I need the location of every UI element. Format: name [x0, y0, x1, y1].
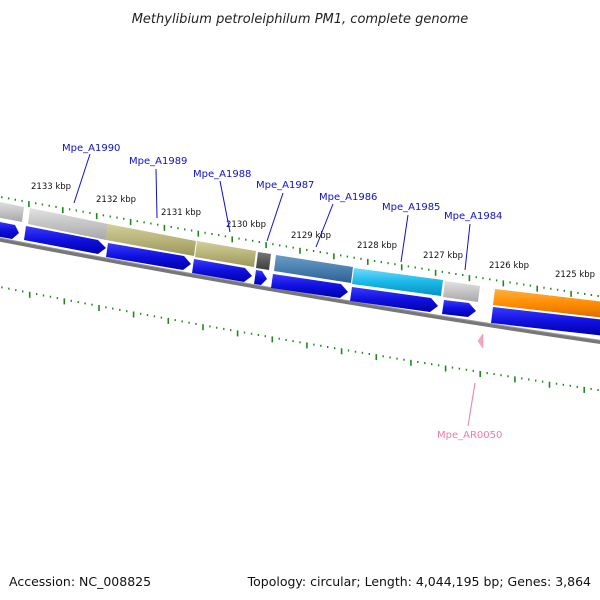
- kbp-ruler-labels: 2133 kbp 2132 kbp 2131 kbp 2130 kbp 2129…: [31, 182, 595, 280]
- strand-arrow[interactable]: [24, 226, 106, 254]
- strand-arrow[interactable]: [254, 270, 267, 285]
- strand-arrow[interactable]: [271, 274, 348, 298]
- kbp-ruler-ticks: [1, 196, 599, 297]
- leader-line: [219, 180, 231, 233]
- gene-label-mpe-a1986[interactable]: Mpe_A1986: [319, 192, 377, 203]
- gene-bar-mpe-a1988[interactable]: [195, 241, 256, 267]
- gene-bar-mpe-a1990[interactable]: [28, 208, 108, 240]
- genome-backbone-highlight: [0, 237, 600, 341]
- strand-arrow[interactable]: [192, 259, 252, 282]
- kbp-label: 2132 kbp: [96, 195, 136, 205]
- gene-label-mpe-a1989[interactable]: Mpe_A1989: [129, 156, 187, 167]
- strand-arrow[interactable]: [491, 307, 600, 336]
- strand-arrow[interactable]: [442, 300, 476, 317]
- gene-bar-mpe-a1985[interactable]: [352, 268, 443, 296]
- gene-labels: Mpe_A1990 Mpe_A1989 Mpe_A1988 Mpe_A1987 …: [62, 143, 502, 271]
- accession-text: Accession: NC_008825: [9, 574, 151, 589]
- strand-arrow[interactable]: [106, 243, 191, 270]
- gene-label-mpe-a1984[interactable]: Mpe_A1984: [444, 211, 502, 222]
- kbp-label: 2126 kbp: [489, 261, 529, 271]
- kbp-label: 2133 kbp: [31, 182, 71, 192]
- gene-label-mpe-a1990[interactable]: Mpe_A1990: [62, 143, 120, 154]
- map-title: Methylibium petroleiphilum PM1, complete…: [132, 12, 469, 27]
- gene-label-mpe-a1985[interactable]: Mpe_A1985: [382, 202, 440, 213]
- kbp-label: 2130 kbp: [226, 220, 266, 230]
- rna-marker: Mpe_AR0050: [437, 333, 502, 441]
- gene-bar-partial-left[interactable]: [0, 201, 24, 222]
- leader-line: [464, 223, 471, 271]
- gene-bar-orange[interactable]: [493, 289, 600, 318]
- leader-line: [400, 214, 409, 263]
- leader-line: [315, 203, 334, 248]
- genome-backbone: [0, 238, 600, 345]
- strand-arrow[interactable]: [350, 287, 438, 312]
- forward-strand-genes: [0, 201, 600, 318]
- leader-line: [266, 192, 284, 242]
- kbp-label: 2125 kbp: [555, 270, 595, 280]
- strand-arrows: [0, 221, 600, 336]
- kbp-label: 2127 kbp: [423, 251, 463, 261]
- gene-label-mpe-a1987[interactable]: Mpe_A1987: [256, 180, 314, 191]
- rna-label-mpe-ar0050[interactable]: Mpe_AR0050: [437, 430, 502, 441]
- leader-line: [155, 168, 158, 219]
- gene-bar-mpe-a1987[interactable]: [256, 252, 271, 270]
- leader-line: [73, 153, 91, 204]
- kbp-label: 2129 kbp: [291, 231, 331, 241]
- gene-label-mpe-a1988[interactable]: Mpe_A1988: [193, 169, 251, 180]
- kbp-label: 2131 kbp: [161, 208, 201, 218]
- rna-feature-arrow[interactable]: [477, 333, 484, 349]
- gene-bar-mpe-a1984[interactable]: [443, 281, 480, 302]
- genome-summary-text: Topology: circular; Length: 4,044,195 bp…: [247, 574, 591, 589]
- leader-line: [467, 382, 476, 427]
- kbp-label: 2128 kbp: [357, 241, 397, 251]
- gene-bar-mpe-a1986[interactable]: [274, 255, 353, 283]
- gene-bar-mpe-a1989[interactable]: [106, 224, 196, 256]
- strand-arrow[interactable]: [0, 221, 19, 239]
- gc-ruler-ticks: [1, 286, 599, 393]
